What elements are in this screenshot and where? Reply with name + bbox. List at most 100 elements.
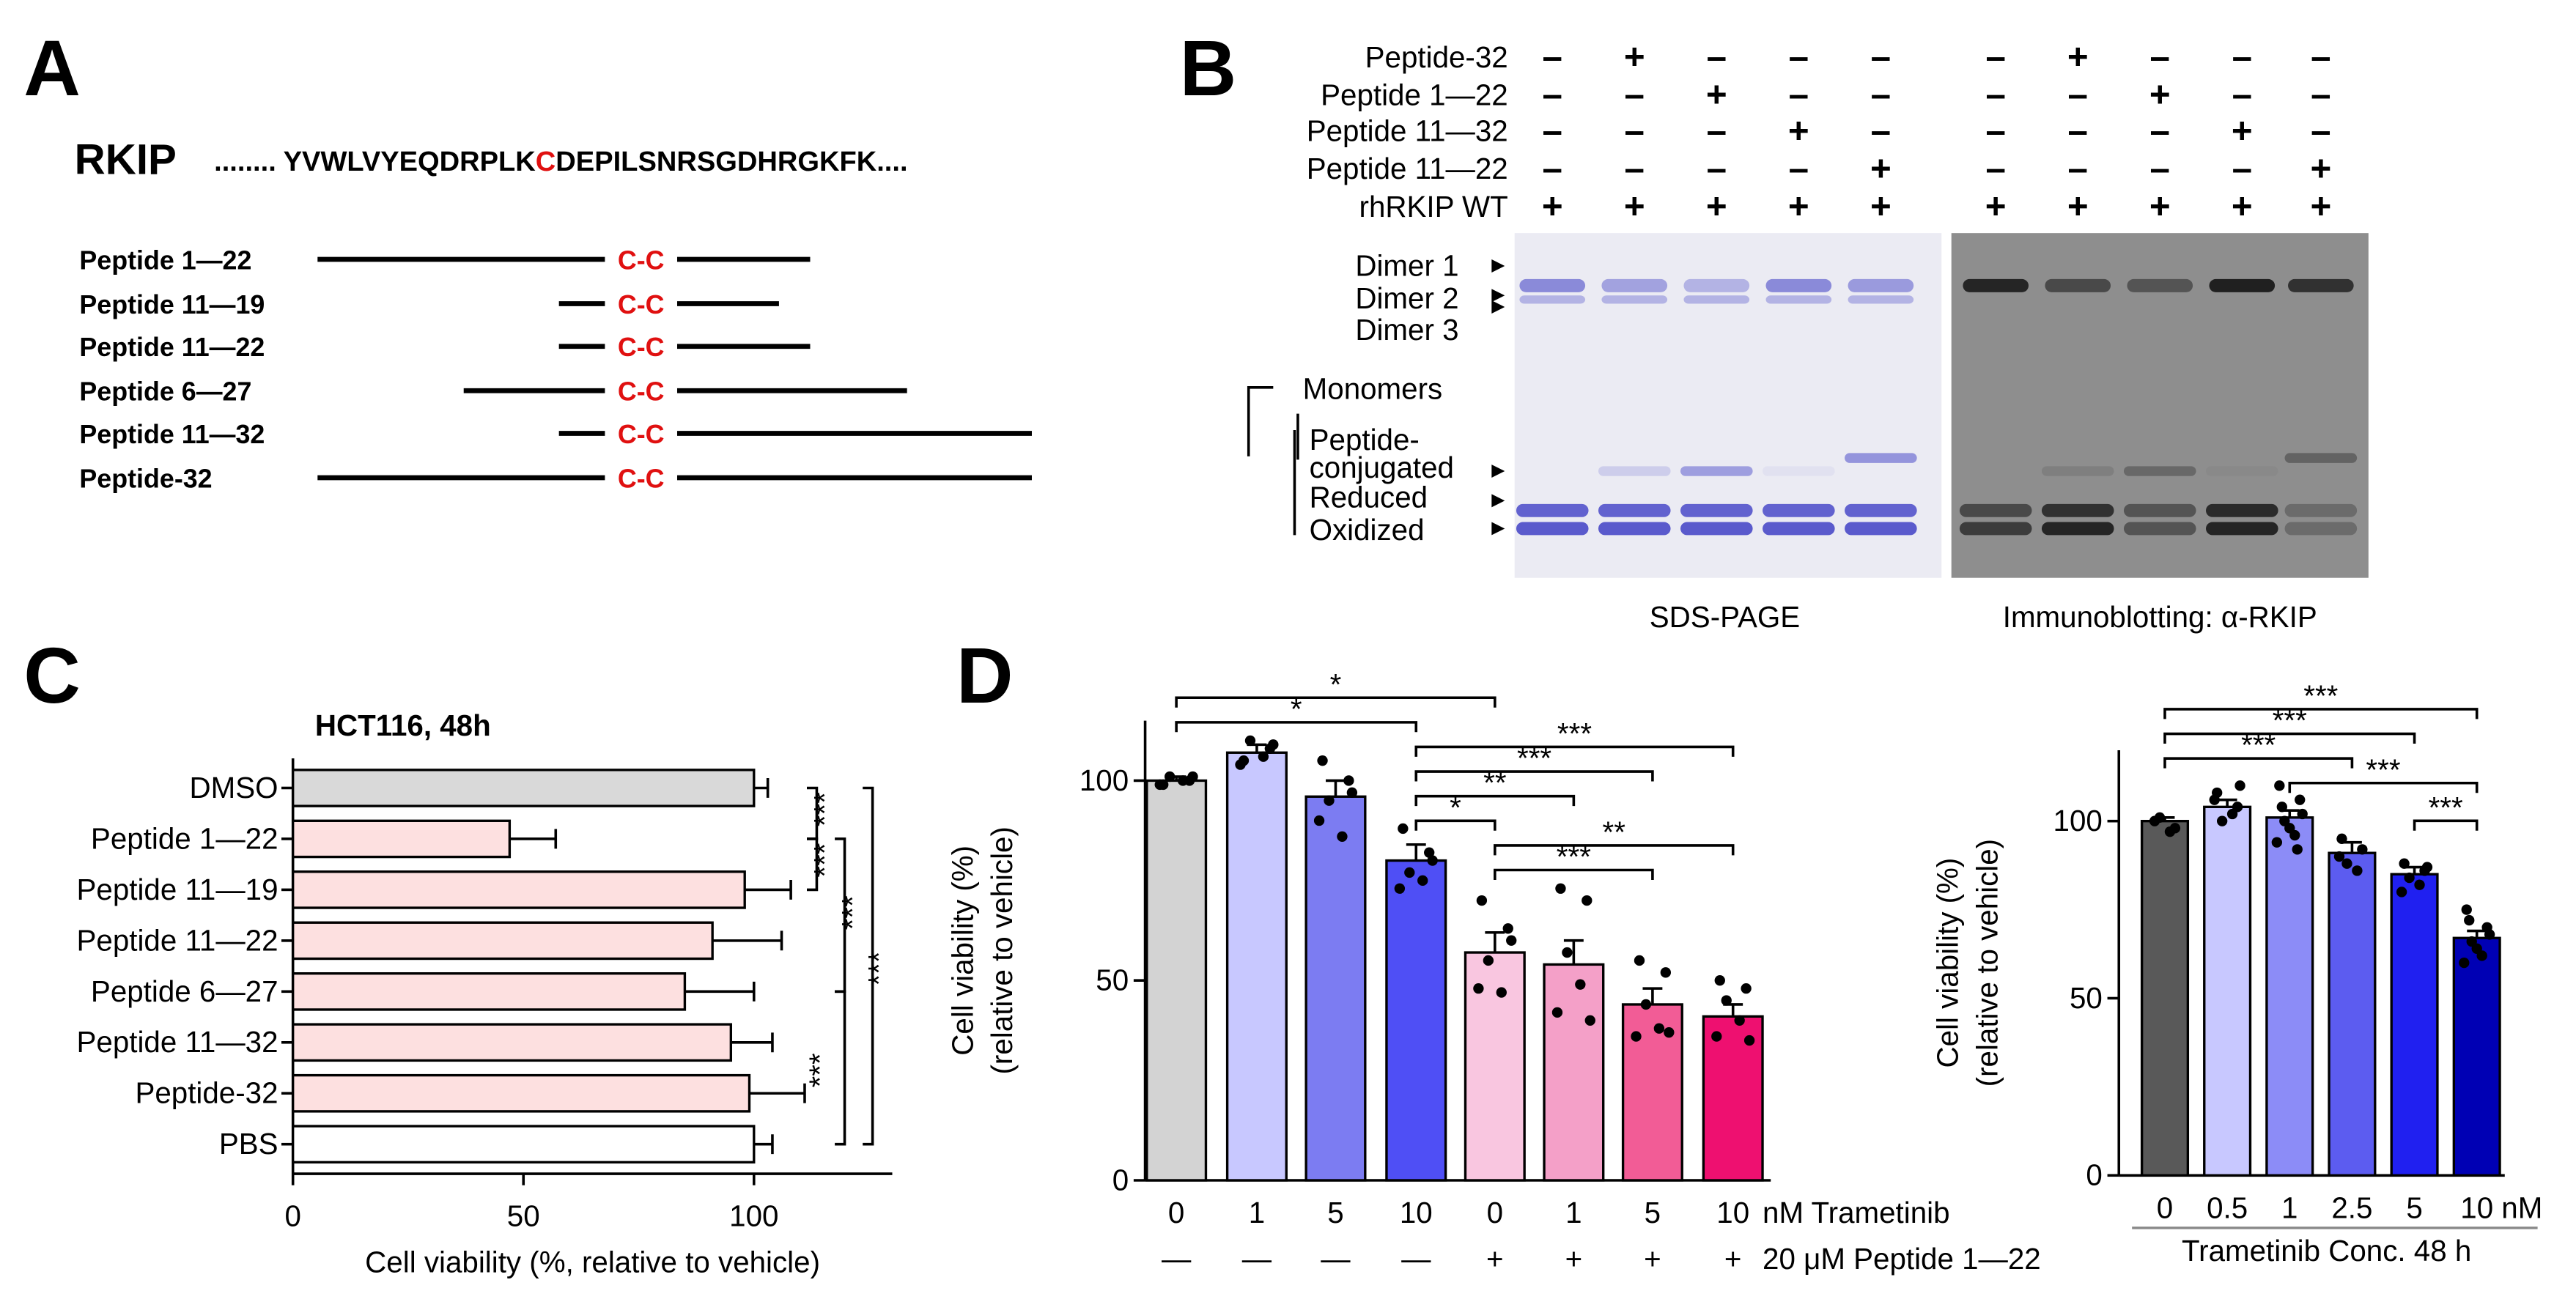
band xyxy=(1601,295,1668,304)
x-tick-label: 0.5 xyxy=(2207,1191,2248,1225)
x-tick-label: — xyxy=(1242,1242,1272,1276)
x-axis-label: Cell viability (%, relative to vehicle) xyxy=(365,1245,820,1278)
data-point xyxy=(2226,808,2238,820)
y-axis-label: (relative to vehicle) xyxy=(1970,839,2004,1087)
condition-label: Peptide-32 xyxy=(1365,40,1508,74)
sig-bracket xyxy=(1414,770,1654,782)
x-tick-label: + xyxy=(1486,1242,1504,1276)
data-point xyxy=(1313,815,1325,826)
x-tick-label: 100 xyxy=(729,1199,778,1233)
y-tick-label: DMSO xyxy=(190,771,278,804)
sig-label: *** xyxy=(2273,703,2307,737)
sig-label: ** xyxy=(1483,766,1507,799)
band xyxy=(2284,503,2358,517)
condition-sign: – xyxy=(1871,75,1891,115)
data-point xyxy=(1555,883,1566,894)
sig-label: * xyxy=(1330,667,1342,701)
data-point xyxy=(1721,995,1732,1006)
band xyxy=(2041,503,2114,517)
x-tick-label: 0 xyxy=(1168,1196,1184,1229)
gels xyxy=(1514,233,2369,578)
band xyxy=(1601,278,1668,292)
band xyxy=(2041,522,2114,536)
sig-bracket xyxy=(1494,844,1735,856)
band xyxy=(1680,503,1753,517)
condition-sign: – xyxy=(1789,37,1809,77)
bar xyxy=(292,1023,733,1062)
data-point xyxy=(1575,979,1586,990)
band xyxy=(1683,278,1750,292)
data-point xyxy=(2164,826,2176,837)
data-point xyxy=(1268,739,1279,750)
panel-label: B xyxy=(1180,24,1237,112)
condition-label: rhRKIP WT xyxy=(1359,190,1508,223)
error-bar xyxy=(731,1032,774,1053)
data-point xyxy=(1324,795,1335,806)
condition-sign: + xyxy=(2232,186,2253,226)
error-bar xyxy=(509,829,558,849)
condition-sign: – xyxy=(1625,148,1645,188)
condition-sign: – xyxy=(1985,75,2005,115)
condition-sign: – xyxy=(2068,148,2088,188)
data-point xyxy=(1343,775,1354,786)
x-axis-label: nM Trametinib xyxy=(1763,1196,1950,1229)
band xyxy=(2127,278,2193,292)
band xyxy=(2123,503,2196,517)
condition-sign: – xyxy=(1543,75,1562,115)
condition-sign: – xyxy=(1543,37,1562,77)
condition-sign: – xyxy=(1985,37,2005,77)
x-tick-label: — xyxy=(1162,1242,1192,1276)
crosslink: C-C xyxy=(618,464,665,493)
band xyxy=(1845,503,1917,517)
condition-sign: – xyxy=(1543,111,1562,151)
error-bar xyxy=(684,981,756,1002)
band xyxy=(2205,522,2278,536)
sig-label: *** xyxy=(862,951,896,985)
sig-bracket xyxy=(2163,708,2479,719)
condition-sign: – xyxy=(2232,148,2252,188)
error-bar xyxy=(2217,798,2237,807)
x-tick-label: 0 xyxy=(284,1199,300,1233)
condition-sign: + xyxy=(2149,75,2171,115)
error-bar xyxy=(1406,843,1426,861)
sig-bracket xyxy=(807,837,819,892)
bar xyxy=(292,769,756,807)
condition-sign: – xyxy=(2150,148,2170,188)
condition-sign: – xyxy=(1871,37,1891,77)
data-point xyxy=(2297,808,2308,820)
x-tick-label: 1 xyxy=(1249,1196,1265,1229)
y-tick-label: PBS xyxy=(219,1127,278,1161)
data-point xyxy=(2154,812,2166,824)
condition-sign: – xyxy=(1985,111,2005,151)
bar xyxy=(1145,779,1208,1182)
error-bar xyxy=(753,1134,774,1155)
bar xyxy=(292,870,746,909)
y-axis-label: Cell viability (%) xyxy=(945,845,979,1056)
bar xyxy=(2390,873,2439,1177)
data-point xyxy=(1154,779,1165,791)
data-point xyxy=(1337,831,1348,842)
data-point xyxy=(2292,844,2303,855)
x-tick-label: 5 xyxy=(1645,1196,1661,1229)
band xyxy=(1963,278,2029,292)
sig-label: * xyxy=(1450,791,1461,824)
sig-label: *** xyxy=(802,1053,836,1087)
error-bar xyxy=(1485,930,1505,953)
sig-bracket xyxy=(2163,757,2354,769)
band xyxy=(1598,503,1671,517)
data-point xyxy=(1582,895,1593,906)
y-axis-label: Cell viability (%) xyxy=(1931,858,1965,1068)
bar xyxy=(2203,805,2252,1177)
band-label: Dimer 3 xyxy=(1355,313,1458,347)
peptide-label: Peptide 1—22 xyxy=(79,245,251,275)
data-point xyxy=(1660,967,1672,978)
condition-sign: + xyxy=(2067,186,2089,226)
sig-label: *** xyxy=(1557,717,1592,750)
panel-label: D xyxy=(956,632,1014,719)
bar xyxy=(1225,751,1288,1182)
condition-sign: – xyxy=(2150,111,2170,151)
sequence: ........ YVWLVYEQDRPLKCDEPILSNRSGDHRGKFK… xyxy=(214,147,907,177)
sig-bracket xyxy=(2413,819,2479,831)
condition-sign: – xyxy=(2068,111,2088,151)
data-point xyxy=(1502,923,1513,934)
